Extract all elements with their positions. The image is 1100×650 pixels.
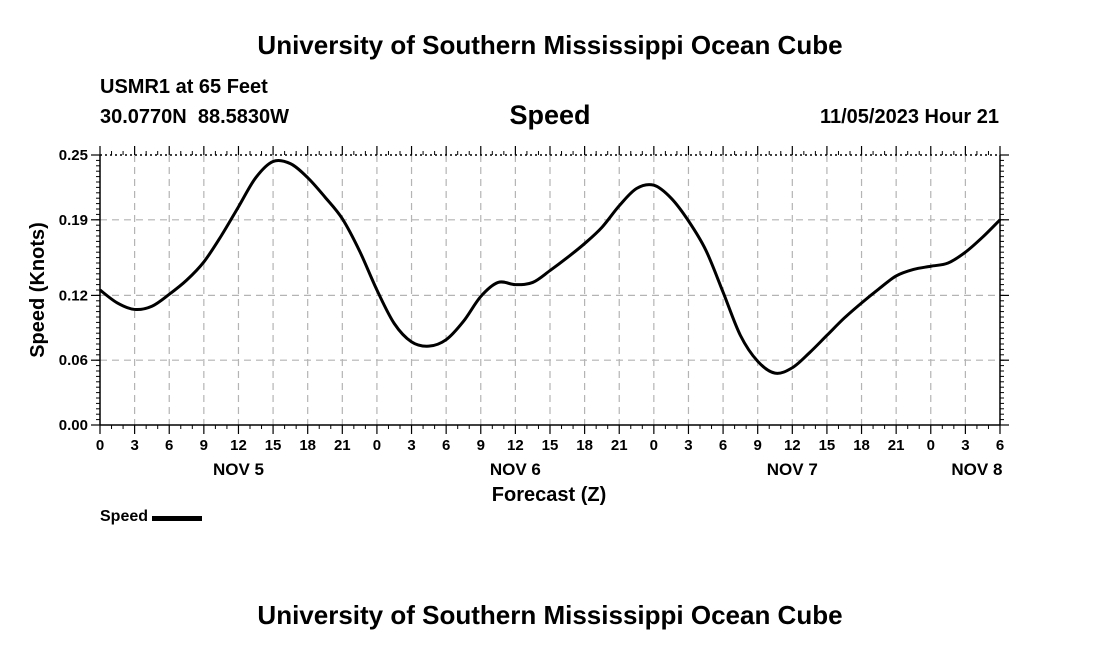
x-tick-label: 18 [853,437,870,454]
x-tick-label: 18 [299,437,316,454]
y-tick-label: 0.06 [59,352,88,369]
datetime-label: 11/05/2023 Hour 21 [819,106,999,128]
x-tick-label: 12 [784,437,801,454]
day-label: NOV 6 [490,460,541,479]
x-tick-label: 6 [442,437,450,454]
x-tick-label: 6 [165,437,173,454]
y-tick-label: 0.19 [59,212,88,229]
y-axis-label: Speed (Knots) [27,222,49,358]
x-tick-label: 9 [754,437,762,454]
y-tick-label: 0.25 [59,147,88,164]
x-tick-label: 3 [407,437,415,454]
x-tick-label: 21 [334,437,351,454]
x-tick-label: 12 [230,437,247,454]
x-tick-label: 15 [819,437,836,454]
x-tick-label: 0 [373,437,381,454]
legend-label: Speed [100,508,149,525]
x-axis-label: Forecast (Z) [492,484,606,506]
series [99,158,1002,375]
x-tick-label: 3 [130,437,138,454]
grid [100,155,1000,425]
x-tick-label: 6 [996,437,1004,454]
x-tick-label: 6 [719,437,727,454]
x-tick-label: 12 [507,437,524,454]
x-tick-label: 0 [96,437,104,454]
y-tick-label: 0.12 [59,287,88,304]
axes: 0 3 6 9 12 15 18 21 0 3 6 9 12 15 18 21 0 3 6 9 12 15 18 21 0 3 6 0… [59,146,1009,479]
series-line-speed [99,158,1002,375]
page-title: University of Southern Mississippi Ocean… [257,30,843,60]
x-tick-label: 15 [542,437,559,454]
x-tick-label: 15 [265,437,282,454]
legend-swatch [152,515,203,521]
x-tick-label: 3 [684,437,692,454]
x-tick-label: 0 [650,437,658,454]
chart-title: Speed [509,100,591,130]
x-tick-label: 21 [611,437,628,454]
day-label: NOV 5 [213,460,264,479]
x-tick-label: 9 [200,437,208,454]
day-label: NOV 7 [767,460,818,479]
station-label: USMR1 at 65 Feet [100,76,268,98]
coordinates-label: 30.0770N 88.5830W [100,106,290,128]
x-tick-label: 18 [576,437,593,454]
footer-title: University of Southern Mississippi Ocean… [257,600,843,630]
legend: Speed [100,508,203,526]
day-label: NOV 8 [951,460,1002,479]
x-tick-label: 9 [477,437,485,454]
x-tick-label: 3 [961,437,969,454]
x-tick-label: 21 [888,437,905,454]
x-tick-label: 0 [927,437,935,454]
y-tick-label: 0.00 [59,417,88,434]
